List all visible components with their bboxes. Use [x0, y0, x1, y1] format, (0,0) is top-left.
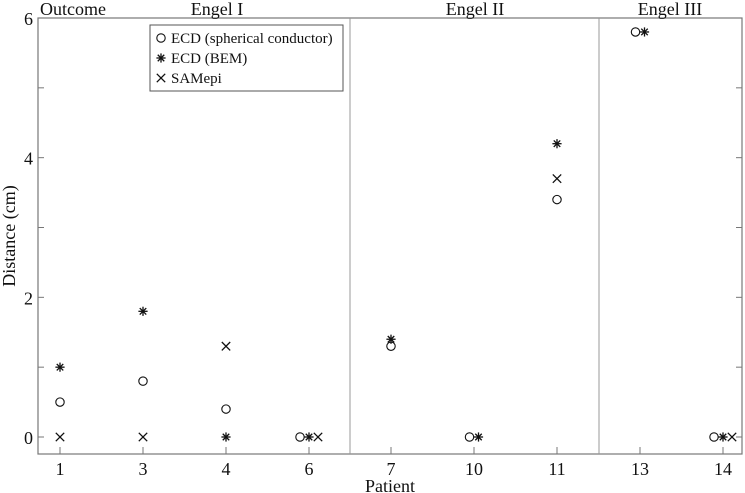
- cross-marker-icon: [727, 432, 737, 442]
- y-tick-label: 0: [24, 428, 33, 448]
- y-tick-label: 6: [24, 9, 33, 29]
- asterisk-marker-icon: [718, 432, 728, 442]
- circle-marker-icon: [156, 33, 166, 43]
- y-axis-label: Distance (cm): [0, 185, 20, 286]
- asterisk-marker-icon: [138, 306, 148, 316]
- y-tick-label: 4: [24, 149, 33, 169]
- x-tick-label: 14: [714, 459, 732, 479]
- cross-marker-icon: [138, 432, 148, 442]
- asterisk-marker-icon: [304, 432, 314, 442]
- cross-marker-icon: [55, 432, 65, 442]
- circle-marker-icon: [464, 432, 475, 442]
- asterisk-marker-icon: [156, 53, 166, 63]
- cross-marker-icon: [313, 432, 323, 442]
- x-tick-label: 13: [631, 459, 649, 479]
- y-tick-label: 2: [24, 288, 33, 308]
- circle-marker-icon: [138, 376, 148, 386]
- asterisk-marker-icon: [221, 432, 231, 442]
- cross-marker-icon: [221, 341, 231, 351]
- cross-marker-icon: [156, 73, 166, 83]
- legend-label: SAMepi: [171, 71, 222, 87]
- x-tick-label: 11: [548, 459, 565, 479]
- x-axis-label: Patient: [365, 476, 415, 493]
- asterisk-marker-icon: [639, 27, 650, 37]
- asterisk-marker-icon: [55, 362, 65, 372]
- x-tick-label: 1: [56, 459, 65, 479]
- data-points: [55, 27, 737, 442]
- legend-label: ECD (spherical conductor): [171, 31, 333, 47]
- circle-marker-icon: [55, 397, 65, 407]
- group-label: Engel III: [638, 0, 702, 19]
- group-label: Engel II: [446, 0, 504, 19]
- cross-marker-icon: [552, 173, 562, 184]
- circle-marker-icon: [552, 194, 562, 205]
- circle-marker-icon: [221, 404, 231, 414]
- legend: ECD (spherical conductor) ECD (BEM) SAMepi: [149, 24, 344, 92]
- asterisk-marker-icon: [552, 139, 562, 149]
- plot-frame: [37, 17, 743, 455]
- x-tick-label: 7: [387, 459, 396, 479]
- x-tick-label: 4: [222, 459, 231, 479]
- circle-marker-icon: [295, 432, 305, 442]
- asterisk-marker-icon: [473, 432, 484, 442]
- x-tick-label: 3: [139, 459, 148, 479]
- group-label: Engel I: [191, 0, 243, 19]
- legend-label: ECD (BEM): [171, 51, 247, 67]
- x-tick-label: 6: [305, 459, 314, 479]
- circle-marker-icon: [630, 27, 641, 37]
- x-tick-label: 10: [465, 459, 483, 479]
- asterisk-marker-icon: [386, 334, 396, 344]
- group-label: Outcome: [40, 0, 106, 19]
- circle-marker-icon: [709, 432, 719, 442]
